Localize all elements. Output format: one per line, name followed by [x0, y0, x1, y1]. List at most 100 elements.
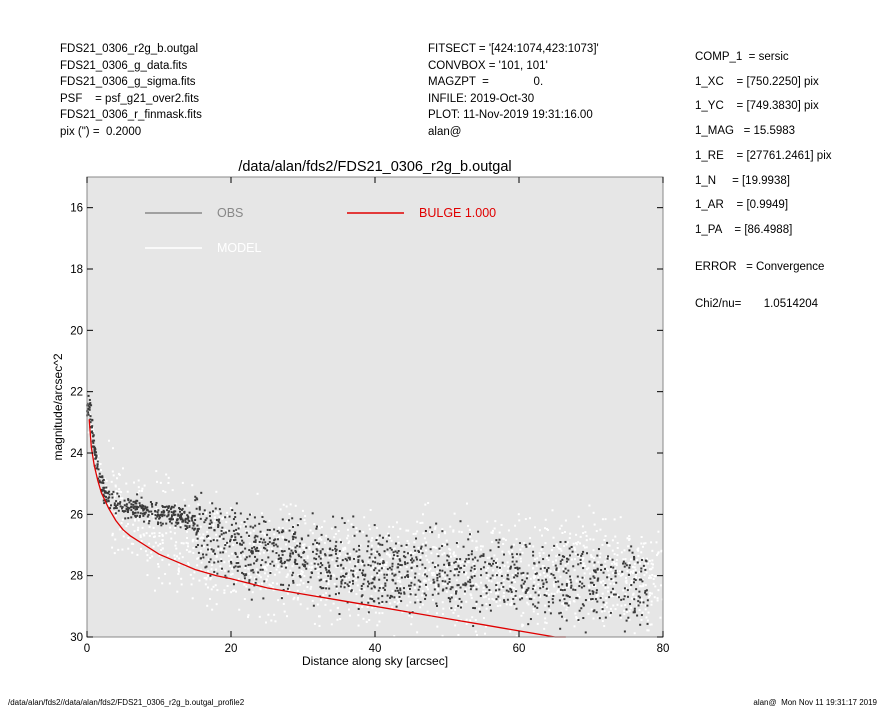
model-point [476, 634, 479, 637]
model-point [603, 625, 606, 628]
model-point [549, 576, 552, 579]
obs-point [169, 517, 172, 520]
model-point [641, 579, 644, 582]
obs-point [458, 597, 461, 600]
obs-point [459, 520, 462, 523]
model-point [214, 584, 217, 587]
model-point [534, 576, 537, 579]
model-point [168, 582, 171, 585]
obs-point [113, 507, 116, 510]
model-point [286, 615, 289, 618]
model-point [452, 530, 455, 533]
model-point [311, 532, 314, 535]
obs-point [222, 532, 225, 535]
model-point [436, 592, 439, 595]
model-point [293, 596, 296, 599]
model-point [568, 600, 571, 603]
obs-point [186, 526, 189, 529]
model-point [515, 634, 518, 637]
model-point [634, 568, 637, 571]
obs-point [565, 602, 568, 605]
obs-point [490, 564, 493, 567]
obs-point [213, 529, 216, 532]
obs-point [455, 568, 458, 571]
model-point [268, 519, 271, 522]
model-point [199, 568, 202, 571]
obs-point [614, 575, 617, 578]
obs-point [458, 570, 461, 573]
obs-point [418, 585, 421, 588]
model-point [599, 552, 602, 555]
obs-point [326, 571, 329, 574]
model-point [486, 562, 489, 565]
x-tick-label: 40 [369, 643, 382, 655]
obs-point [561, 589, 564, 592]
obs-point [392, 557, 395, 560]
model-point [635, 573, 638, 576]
model-point [481, 545, 484, 548]
model-point [534, 571, 537, 574]
model-point [637, 547, 640, 550]
model-point [142, 533, 145, 536]
obs-point [200, 491, 203, 494]
model-point [399, 566, 402, 569]
obs-point [547, 567, 550, 570]
obs-point [311, 572, 314, 575]
model-point [330, 527, 333, 530]
model-point [445, 590, 448, 593]
obs-point [355, 550, 358, 553]
model-point [410, 563, 413, 566]
obs-point [435, 522, 438, 525]
obs-point [641, 580, 644, 583]
model-point [419, 550, 422, 553]
obs-point [169, 520, 172, 523]
obs-point [433, 581, 436, 584]
model-point [112, 474, 115, 477]
model-point [499, 604, 502, 607]
obs-point [584, 631, 587, 634]
model-point [260, 582, 263, 585]
model-point [293, 539, 296, 542]
model-point [557, 554, 560, 557]
obs-point [416, 565, 419, 568]
model-point [368, 563, 371, 566]
model-point [547, 558, 550, 561]
model-point [443, 552, 446, 555]
model-point [612, 561, 615, 564]
model-point [538, 552, 541, 555]
model-point [632, 592, 635, 595]
obs-point [576, 553, 579, 556]
model-point [497, 569, 500, 572]
model-point [510, 602, 513, 605]
obs-point [113, 504, 116, 507]
obs-point [424, 544, 427, 547]
model-point [315, 564, 318, 567]
obs-point [234, 512, 237, 515]
model-point [640, 535, 643, 538]
model-point [91, 428, 94, 431]
model-point [615, 558, 618, 561]
obs-point [139, 505, 142, 508]
model-point [247, 567, 250, 570]
param-mag: 1_MAG = 15.5983 [695, 125, 796, 138]
obs-point [417, 549, 420, 552]
obs-point [251, 568, 254, 571]
model-point [469, 535, 472, 538]
obs-point [584, 599, 587, 602]
obs-point [91, 425, 94, 428]
model-point [616, 546, 619, 549]
obs-point [391, 595, 394, 598]
model-point [207, 558, 210, 561]
model-point [647, 629, 650, 632]
obs-point [140, 496, 143, 499]
obs-point [343, 575, 346, 578]
model-point [399, 585, 402, 588]
obs-point [133, 505, 136, 508]
model-point [234, 554, 237, 557]
model-point [407, 542, 410, 545]
model-point [348, 568, 351, 571]
model-point [449, 583, 452, 586]
obs-point [393, 554, 396, 557]
model-point [291, 531, 294, 534]
model-point [550, 592, 553, 595]
